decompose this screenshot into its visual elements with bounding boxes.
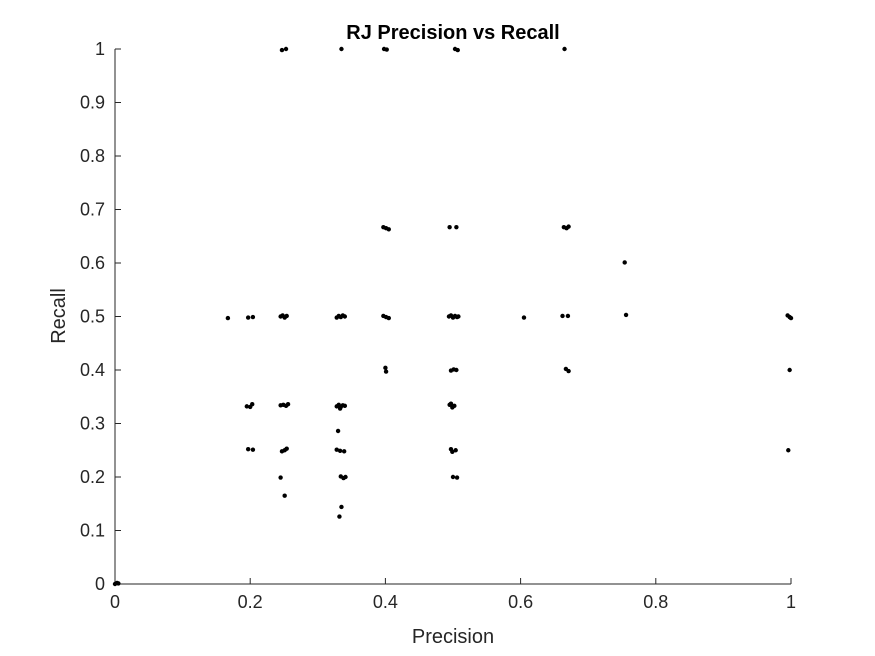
data-point [335,428,341,434]
plot-axes: 0 0.2 0.4 0.6 0.8 1 0 0.1 0.2 0.3 0.4 0.5 0.6 0.7 0.8… [80,39,796,612]
data-point [450,474,456,480]
data-point [250,314,256,320]
y-tick-label: 0.9 [80,93,105,113]
data-point [623,312,629,318]
data-point [342,314,348,319]
y-tick-label: 0.2 [80,467,105,487]
y-tick-label: 0.6 [80,253,105,273]
data-point [334,447,339,452]
data-point [384,47,389,52]
data-point [337,514,342,519]
data-point [455,47,460,53]
y-tick-label: 0.7 [80,200,105,220]
data-point [284,446,289,451]
y-tick-label: 0.3 [80,414,105,434]
data-point [250,402,255,407]
data-point [116,581,121,586]
y-tick-label: 0.4 [80,360,105,380]
data-point [562,46,567,52]
data-point [386,227,391,232]
x-axis-label: Precision [412,626,494,648]
data-point [342,403,348,409]
data-point [282,493,287,498]
x-ticks: 0 0.2 0.4 0.6 0.8 1 [110,578,796,612]
data-point [283,46,289,52]
x-tick-label: 0.8 [643,592,668,612]
data-points [112,46,794,587]
data-point [566,368,571,374]
data-point [788,315,794,321]
data-point [450,449,455,455]
data-point [337,448,343,453]
data-point [521,315,527,320]
x-tick-label: 0.6 [508,592,533,612]
data-point [448,401,454,406]
data-point [565,313,571,319]
data-point [278,475,283,480]
y-axis-label: Recall [48,288,70,344]
y-ticks: 0 0.1 0.2 0.3 0.4 0.5 0.6 0.7 0.8 0.9 1 [80,39,121,594]
data-point [383,365,388,371]
data-point [456,314,461,319]
data-point [453,448,458,453]
data-point [454,367,459,373]
data-point [447,224,452,230]
x-tick-label: 1 [786,592,796,612]
data-point [454,475,460,480]
data-point [454,224,459,230]
data-point [225,315,231,321]
data-point [284,313,289,319]
y-tick-label: 0.8 [80,146,105,166]
data-point [343,474,348,480]
y-tick-label: 0.5 [80,307,105,327]
data-point [383,369,389,374]
data-point [285,402,291,407]
data-point [452,403,457,409]
data-point [341,449,347,454]
data-point [250,447,256,452]
x-tick-label: 0 [110,592,120,612]
data-point [787,367,792,373]
y-tick-label: 0.1 [80,521,105,541]
y-tick-label: 0 [95,574,105,594]
x-tick-label: 0.4 [373,592,398,612]
data-point [339,46,344,52]
data-point [245,446,251,452]
data-point [339,504,344,510]
data-point [786,448,791,453]
chart-title: RJ Precision vs Recall [346,22,559,44]
y-tick-label: 1 [95,39,105,59]
data-point [279,47,285,53]
data-point [244,404,250,409]
data-point [337,406,343,411]
data-point [386,315,391,321]
data-point [560,313,565,319]
data-point [622,260,627,265]
data-point [566,224,571,229]
data-point [245,315,251,320]
x-tick-label: 0.2 [238,592,263,612]
